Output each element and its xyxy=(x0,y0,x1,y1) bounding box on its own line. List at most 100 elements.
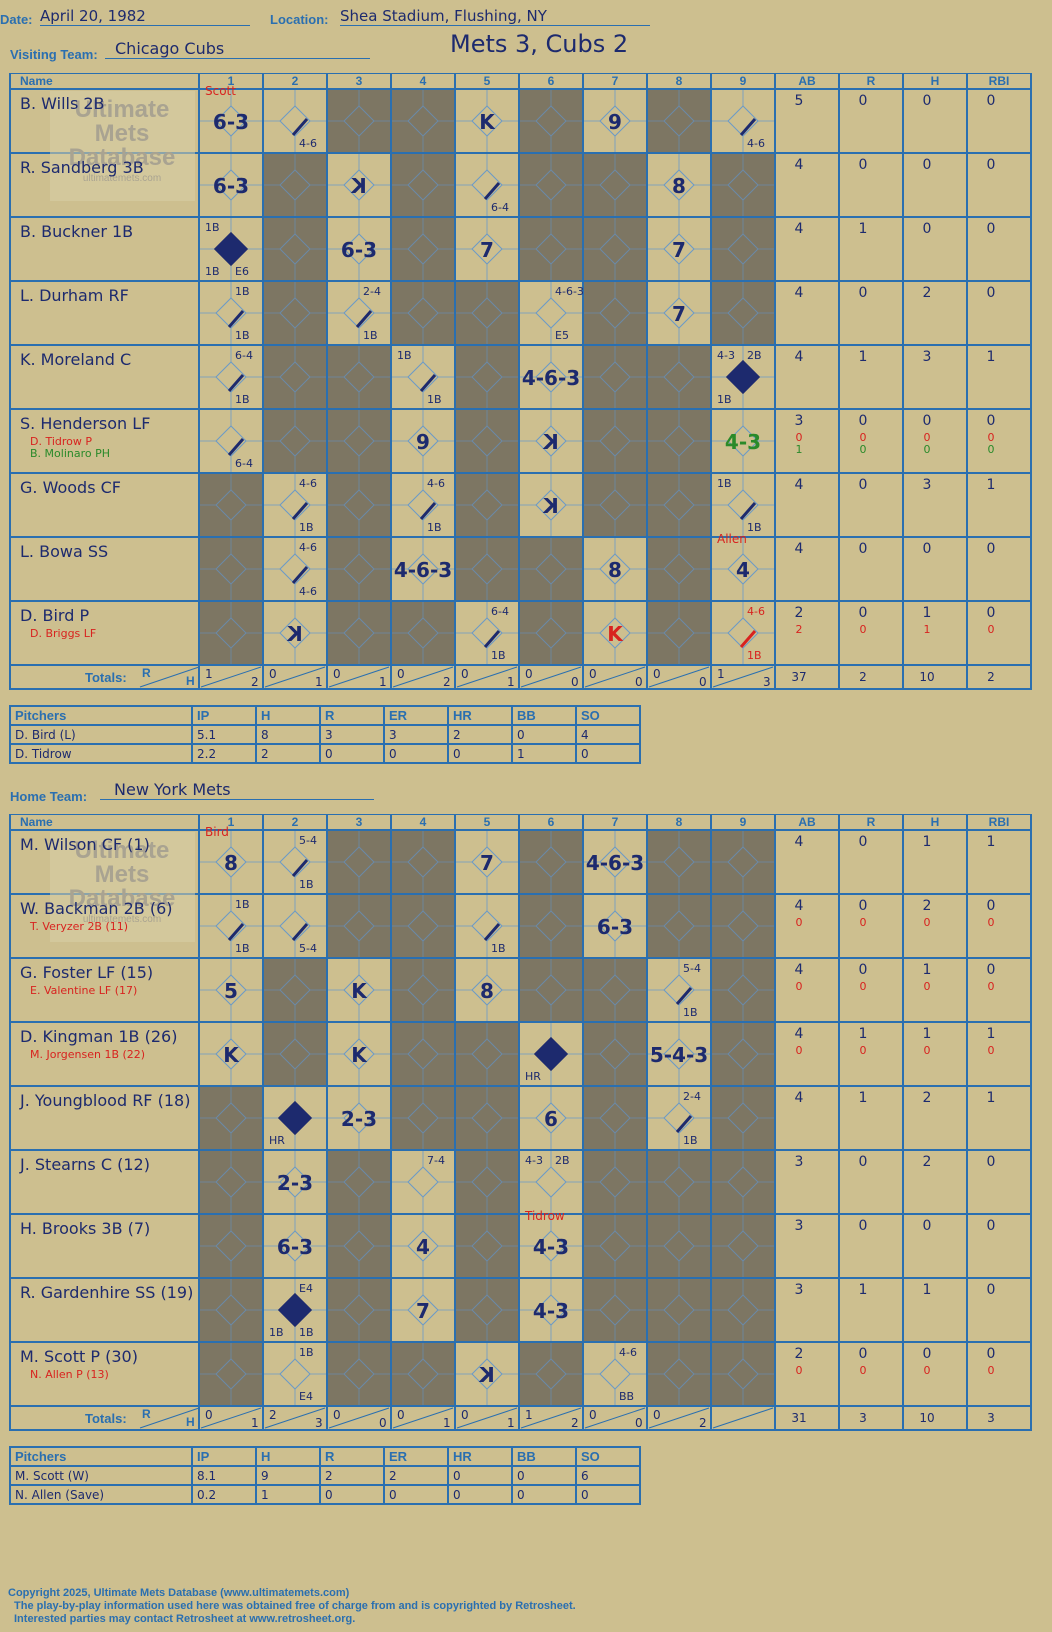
play-notation: 4-6-3 xyxy=(555,285,584,298)
player-stat: 0 xyxy=(923,157,932,173)
base-diamond xyxy=(535,425,567,457)
play-result: 8 xyxy=(672,174,686,198)
base-diamond xyxy=(407,1102,439,1134)
play-result: K xyxy=(223,1043,240,1067)
base-diamond xyxy=(663,233,695,265)
header-stat: AB xyxy=(798,815,816,829)
base-diamond xyxy=(215,1230,247,1262)
base-diamond xyxy=(407,1230,439,1262)
player-stat: 0 xyxy=(923,1218,932,1234)
player-stat: 1 xyxy=(987,1090,996,1106)
base-diamond xyxy=(215,1038,247,1070)
base-diamond xyxy=(279,489,311,521)
play-notation: 1B xyxy=(363,329,378,342)
play-notation: 1B xyxy=(299,1346,314,1359)
base-diamond xyxy=(407,553,439,585)
inning-hits: 0 xyxy=(571,675,579,689)
pitcher-row: M. Scott (W) 8.1 9 2 2 0 0 6 xyxy=(9,1465,641,1486)
play-notation: 1B xyxy=(235,285,250,298)
watermark-text: Mets xyxy=(95,861,150,888)
play-result: K xyxy=(478,1363,495,1387)
player-stat: 0 xyxy=(859,834,868,850)
base-diamond xyxy=(279,617,311,649)
player-stat: 4 xyxy=(795,157,804,173)
play-result: 4-3 xyxy=(725,430,761,454)
pitcher-h: 1 xyxy=(255,1484,321,1505)
watermark-text: Ultimate xyxy=(75,96,170,123)
visitors-scorecard: Name 1 2 3 4 5 6 7 8 9 AB R H RBI UltimateMetsDatabase… xyxy=(9,73,1032,690)
player-name: H. Brooks 3B (7) xyxy=(20,1219,150,1238)
play-notation: 1B xyxy=(235,329,250,342)
base-diamond xyxy=(343,1358,375,1390)
player-stat: 0 xyxy=(987,1154,996,1170)
base-diamond xyxy=(343,846,375,878)
play-notation: 1B xyxy=(205,265,220,278)
base-diamond xyxy=(407,105,439,137)
pitcher-row: D. Tidrow 2.2 2 0 0 0 1 0 xyxy=(9,743,641,764)
hit-line xyxy=(227,923,245,941)
play-result: 7 xyxy=(416,1299,430,1323)
location-label: Location: xyxy=(270,12,329,27)
base-diamond xyxy=(343,297,375,329)
base-diamond xyxy=(599,169,631,201)
player-stat: 0 xyxy=(987,157,996,173)
inning-hits: 0 xyxy=(379,1416,387,1430)
play-result: K xyxy=(607,622,624,646)
pitcher-hr: 2 xyxy=(447,724,513,745)
hit-line xyxy=(227,438,245,456)
totals-divider xyxy=(392,666,454,688)
player-stat: 1 xyxy=(923,1026,932,1042)
base-diamond xyxy=(279,553,311,585)
team-total: 3 xyxy=(859,1411,867,1425)
hit-line xyxy=(739,502,757,520)
base-diamond xyxy=(535,553,567,585)
base-diamond xyxy=(279,297,311,329)
substitute-stat: 0 xyxy=(796,1044,803,1057)
inning-runs: 0 xyxy=(589,1408,597,1422)
player-stat: 2 xyxy=(795,1346,804,1362)
totals-divider xyxy=(456,1407,518,1429)
inning-runs: 1 xyxy=(717,667,725,681)
base-diamond xyxy=(663,169,695,201)
pitcher-hr: 0 xyxy=(447,1465,513,1486)
base-diamond xyxy=(599,910,631,942)
pitcher-name: D. Tidrow xyxy=(9,743,193,764)
totals-label: Totals: xyxy=(85,670,127,685)
base-diamond xyxy=(535,169,567,201)
player-stat: 0 xyxy=(859,1346,868,1362)
watermark-text: Mets xyxy=(95,120,150,147)
base-diamond xyxy=(599,233,631,265)
header-stat: AB xyxy=(798,74,816,88)
player-stat: 0 xyxy=(859,157,868,173)
inning-runs: 0 xyxy=(653,667,661,681)
player-stat: 3 xyxy=(795,1154,804,1170)
base-diamond xyxy=(407,617,439,649)
header-cell: Pitchers xyxy=(9,1446,193,1467)
substitute-stat: 0 xyxy=(924,431,931,444)
play-notation: 6-4 xyxy=(491,605,509,618)
play-notation: E4 xyxy=(299,1390,313,1403)
play-result: 8 xyxy=(608,558,622,582)
score-title: Mets 3, Cubs 2 xyxy=(450,30,629,58)
inning-hits: 2 xyxy=(443,675,451,689)
play-notation: 1B xyxy=(427,521,442,534)
player-name: G. Woods CF xyxy=(20,478,121,497)
footer: Copyright 2025, Ultimate Mets Database (… xyxy=(8,1587,576,1626)
watermark-url: ultimatemets.com xyxy=(83,173,161,184)
totals-divider xyxy=(264,666,326,688)
header-inning: 6 xyxy=(548,74,555,88)
play-result: 4-3 xyxy=(533,1235,569,1259)
hit-line xyxy=(483,182,501,200)
base-diamond xyxy=(407,1358,439,1390)
play-notation: 4-6 xyxy=(747,137,765,150)
base-diamond xyxy=(471,846,503,878)
substitute-name: M. Jorgensen 1B (22) xyxy=(30,1048,145,1061)
totals-divider xyxy=(648,666,710,688)
play-result: 9 xyxy=(416,430,430,454)
substitute-stat: 1 xyxy=(796,443,803,456)
base-diamond xyxy=(599,846,631,878)
base-diamond xyxy=(407,974,439,1006)
base-diamond xyxy=(279,233,311,265)
player-stat: 2 xyxy=(795,605,804,621)
player-name: B. Buckner 1B xyxy=(20,222,133,241)
